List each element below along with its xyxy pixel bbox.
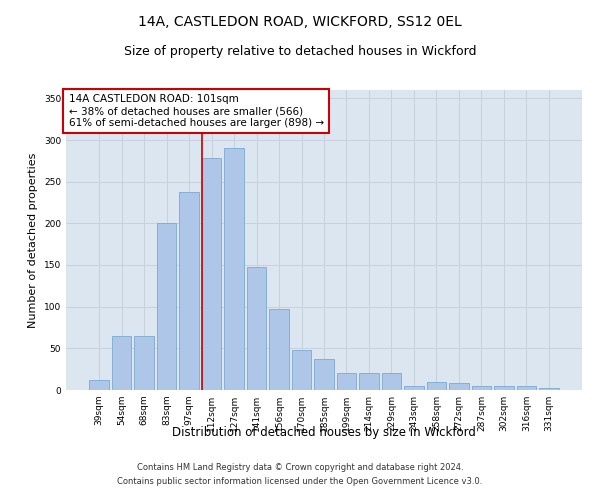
- Text: Contains HM Land Registry data © Crown copyright and database right 2024.: Contains HM Land Registry data © Crown c…: [137, 464, 463, 472]
- Bar: [472, 386, 491, 390]
- Bar: [517, 386, 536, 390]
- Text: Distribution of detached houses by size in Wickford: Distribution of detached houses by size …: [172, 426, 476, 439]
- Bar: [269, 309, 289, 390]
- Text: 14A, CASTLEDON ROAD, WICKFORD, SS12 0EL: 14A, CASTLEDON ROAD, WICKFORD, SS12 0EL: [138, 15, 462, 29]
- Text: Size of property relative to detached houses in Wickford: Size of property relative to detached ho…: [124, 45, 476, 58]
- Bar: [494, 386, 514, 390]
- Bar: [449, 382, 469, 390]
- Bar: [224, 148, 244, 390]
- Bar: [112, 336, 131, 390]
- Bar: [202, 158, 221, 390]
- Bar: [427, 382, 446, 390]
- Bar: [292, 350, 311, 390]
- Bar: [337, 374, 356, 390]
- Bar: [359, 374, 379, 390]
- Bar: [314, 359, 334, 390]
- Bar: [382, 374, 401, 390]
- Text: Contains public sector information licensed under the Open Government Licence v3: Contains public sector information licen…: [118, 477, 482, 486]
- Bar: [134, 336, 154, 390]
- Bar: [179, 192, 199, 390]
- Bar: [157, 224, 176, 390]
- Bar: [89, 380, 109, 390]
- Bar: [247, 266, 266, 390]
- Bar: [404, 386, 424, 390]
- Bar: [539, 388, 559, 390]
- Text: 14A CASTLEDON ROAD: 101sqm
← 38% of detached houses are smaller (566)
61% of sem: 14A CASTLEDON ROAD: 101sqm ← 38% of deta…: [68, 94, 324, 128]
- Y-axis label: Number of detached properties: Number of detached properties: [28, 152, 38, 328]
